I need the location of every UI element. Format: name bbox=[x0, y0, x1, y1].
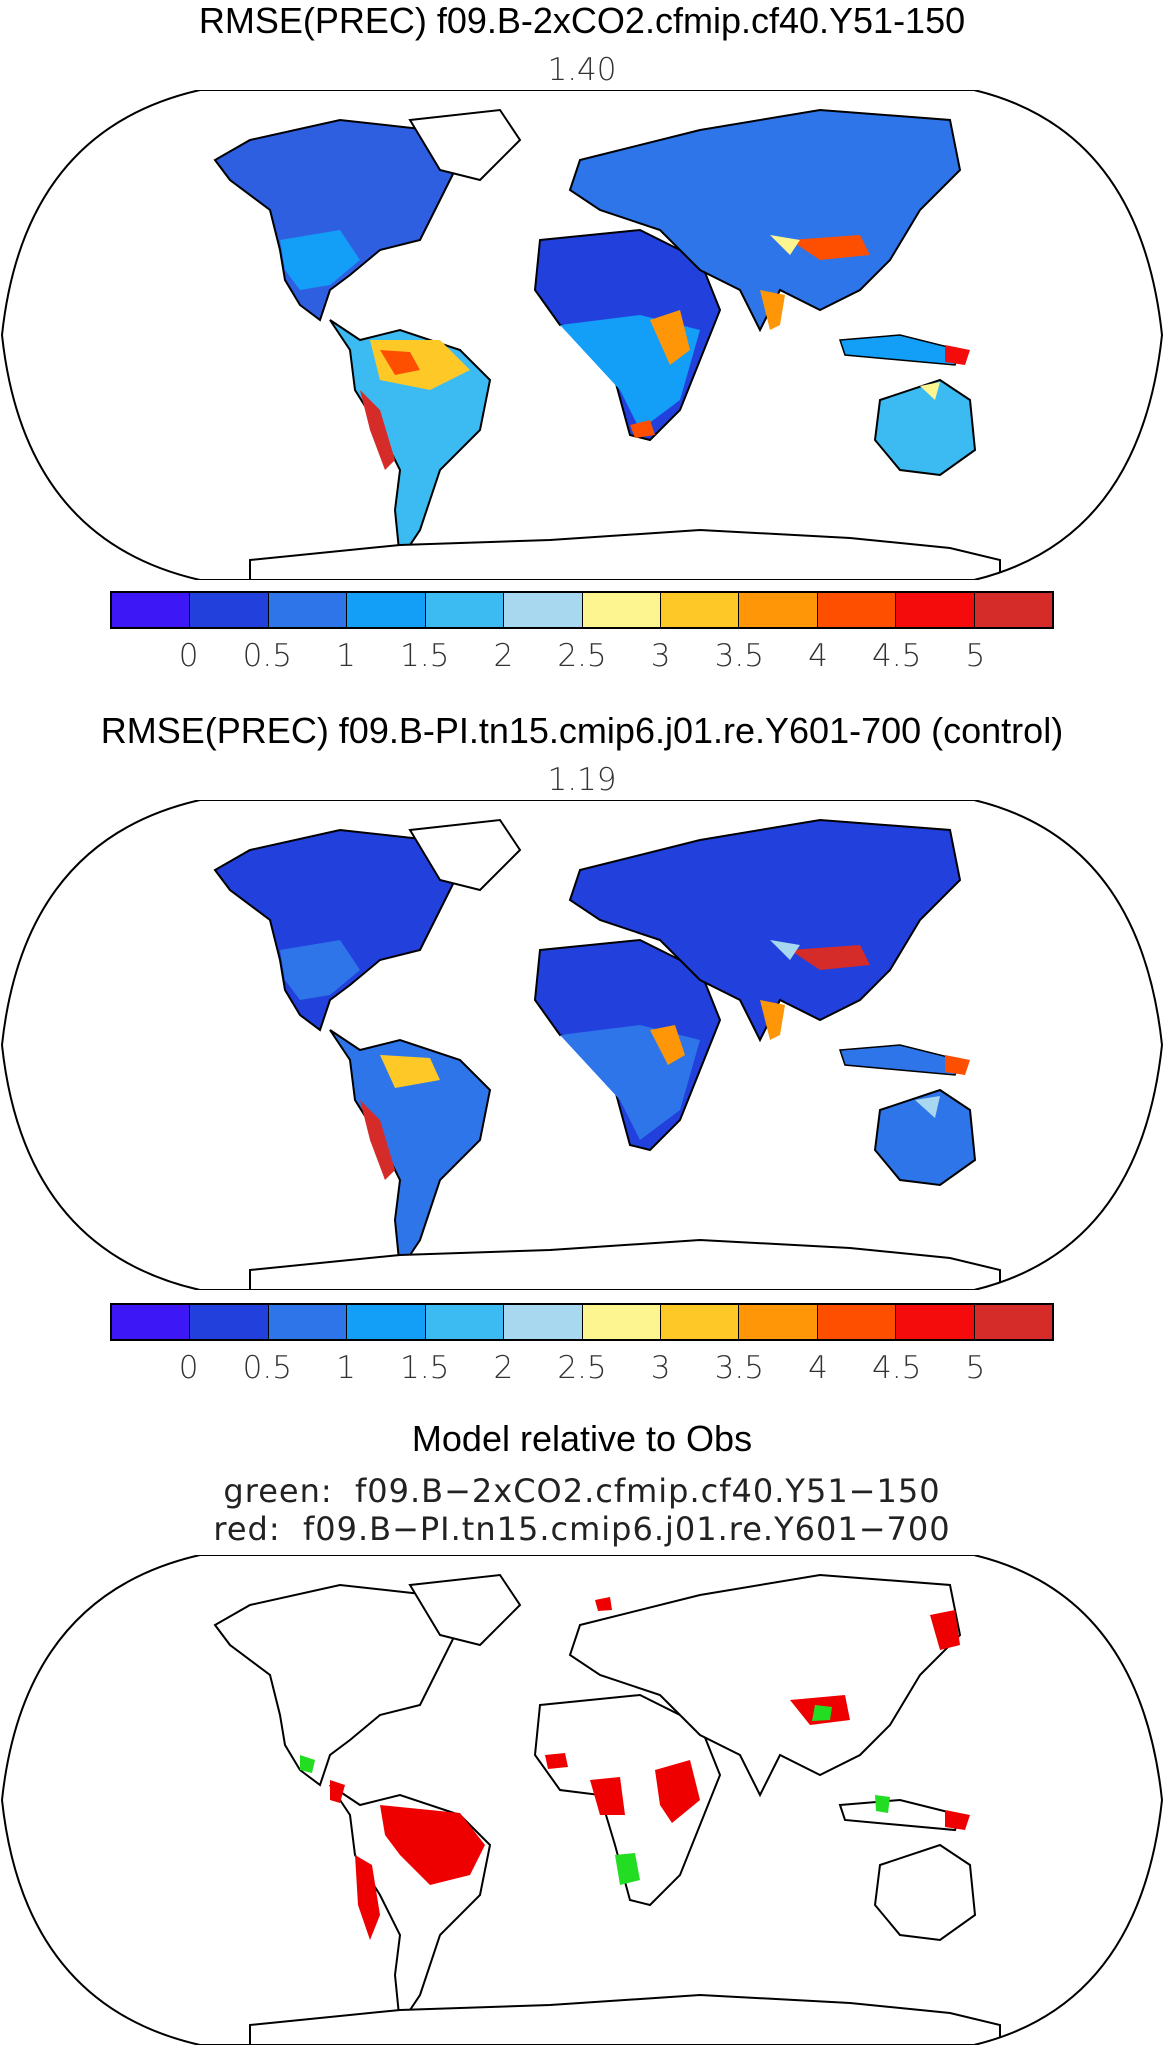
colorbar-2-cell bbox=[660, 1305, 740, 1339]
colorbar-2-tick-label: 1.5 bbox=[400, 1350, 450, 1386]
colorbar-2-tick-label: 4.5 bbox=[872, 1350, 922, 1386]
colorbar-2-cell bbox=[190, 1305, 269, 1339]
colorbar-2-cell bbox=[582, 1305, 661, 1339]
panel3-green-legend: green: f09.B−2xCO2.cfmip.cf40.Y51−150 bbox=[223, 1472, 941, 1510]
colorbar-2-cell bbox=[817, 1305, 897, 1339]
colorbar-1-tick-label: 3.5 bbox=[714, 638, 764, 674]
green-region-asia bbox=[812, 1705, 832, 1721]
colorbar-1-cell bbox=[268, 593, 348, 627]
colorbar-2-tick-label: 4 bbox=[808, 1350, 828, 1386]
panel2-global-value: 1.19 bbox=[547, 762, 617, 798]
antarctica bbox=[249, 528, 1001, 580]
colorbar-2-cell bbox=[974, 1305, 1053, 1339]
colorbar-2-tick-label: 2.5 bbox=[557, 1350, 607, 1386]
colorbar-2-cell bbox=[739, 1305, 818, 1339]
australia bbox=[873, 378, 977, 477]
colorbar-1-tick-label: 0.5 bbox=[242, 638, 292, 674]
colorbar-2-cell bbox=[112, 1305, 191, 1339]
colorbar-1-ticks: 0 0.5 1 1.5 2 2.5 3 3.5 4 4.5 5 bbox=[110, 638, 1054, 678]
red-region-south-america bbox=[380, 1805, 485, 1885]
colorbar-2-tick-label: 0 bbox=[178, 1350, 199, 1386]
colorbar-1-cell bbox=[582, 593, 661, 627]
colorbar-1-tick-label: 2 bbox=[493, 638, 514, 674]
colorbar-1 bbox=[110, 591, 1054, 629]
colorbar-1-cell bbox=[817, 593, 897, 627]
colorbar-1-cell bbox=[974, 593, 1053, 627]
panel3-map bbox=[0, 1555, 1164, 2045]
greenland bbox=[408, 108, 522, 182]
colorbar-1-cell bbox=[896, 593, 975, 627]
colorbar-1-tick-label: 4.5 bbox=[872, 638, 922, 674]
colorbar-2-tick-label: 0.5 bbox=[242, 1350, 292, 1386]
colorbar-1-cell bbox=[739, 593, 818, 627]
colorbar-1-tick-label: 4 bbox=[808, 638, 828, 674]
colorbar-1-cell bbox=[425, 593, 505, 627]
panel3-title: Model relative to Obs bbox=[411, 1418, 753, 1459]
eurasia bbox=[568, 108, 962, 333]
colorbar-2-tick-label: 3 bbox=[650, 1350, 671, 1386]
colorbar-2-ticks: 0 0.5 1 1.5 2 2.5 3 3.5 4 4.5 5 bbox=[110, 1350, 1054, 1390]
colorbar-1-cell bbox=[112, 593, 191, 627]
colorbar-2-tick-label: 5 bbox=[965, 1350, 986, 1386]
colorbar-1-cell bbox=[347, 593, 426, 627]
colorbar-1-cell bbox=[504, 593, 583, 627]
colorbar-1-tick-label: 3 bbox=[650, 638, 671, 674]
colorbar-1-tick-label: 1 bbox=[336, 638, 356, 674]
panel2-map bbox=[0, 800, 1164, 1290]
colorbar-1-tick-label: 5 bbox=[965, 638, 986, 674]
colorbar-1-tick-label: 1.5 bbox=[400, 638, 450, 674]
red-region-africa bbox=[590, 1777, 625, 1815]
colorbar-2 bbox=[110, 1303, 1054, 1341]
colorbar-2-cell bbox=[268, 1305, 348, 1339]
colorbar-1-tick-label: 2.5 bbox=[557, 638, 607, 674]
colorbar-1-cell bbox=[660, 593, 740, 627]
colorbar-2-cell bbox=[896, 1305, 975, 1339]
colorbar-2-cell bbox=[347, 1305, 426, 1339]
colorbar-2-tick-label: 2 bbox=[493, 1350, 514, 1386]
colorbar-2-tick-label: 3.5 bbox=[714, 1350, 764, 1386]
colorbar-2-cell bbox=[425, 1305, 505, 1339]
north-america bbox=[213, 118, 462, 322]
colorbar-1-tick-label: 0 bbox=[178, 638, 199, 674]
colorbar-2-tick-label: 1 bbox=[336, 1350, 356, 1386]
panel3-red-legend: red: f09.B−PI.tn15.cmip6.j01.re.Y601−700 bbox=[213, 1510, 951, 1548]
green-region-africa bbox=[615, 1853, 640, 1885]
colorbar-2-cell bbox=[504, 1305, 583, 1339]
panel1-title: RMSE(PREC) f09.B-2xCO2.cfmip.cf40.Y51-15… bbox=[198, 0, 966, 41]
colorbar-1-cell bbox=[190, 593, 269, 627]
panel2-title: RMSE(PREC) f09.B-PI.tn15.cmip6.j01.re.Y6… bbox=[100, 710, 1064, 751]
panel1-map bbox=[0, 90, 1164, 580]
panel1-global-value: 1.40 bbox=[547, 52, 617, 88]
